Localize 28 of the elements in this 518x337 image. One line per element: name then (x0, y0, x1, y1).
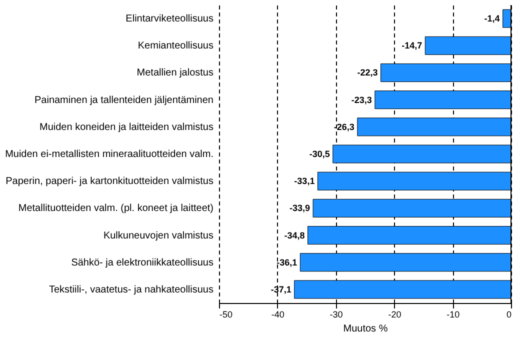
y-tick-label: Kemianteollisuus (138, 40, 214, 52)
y-tick-label: Muiden ei-metallisten mineraalituotteiden valm. (5, 149, 214, 160)
data-label: -14,7 (402, 40, 422, 51)
x-tick-label: 0 (506, 310, 512, 320)
data-label: -26,3 (334, 122, 354, 132)
data-label: -30,5 (309, 149, 330, 159)
x-tick-label: -30 (330, 310, 343, 320)
x-tick-label: -10 (446, 310, 460, 320)
x-tick-label: -20 (388, 310, 402, 320)
y-tick-label: Elintarviketeollisuus (126, 14, 214, 25)
data-label: -36,1 (276, 257, 298, 268)
data-label: -33,9 (290, 203, 310, 214)
y-tick-label: Sähkö- ja elektroniikkateollisuus (71, 257, 214, 268)
y-tick-label: Tekstiili-, vaatetus- ja nahkateollisuus (48, 284, 214, 296)
y-tick-label: Painaminen ja tallenteiden jäljentäminen (34, 94, 214, 106)
data-label: -22,3 (357, 68, 378, 78)
data-label: -23,3 (351, 94, 372, 105)
x-tick-label: -40 (271, 310, 284, 320)
data-label: -33,1 (294, 176, 315, 186)
y-tick-label: Metallituotteiden valm. (pl. koneet ja laitteet) (18, 203, 214, 214)
y-tick-label: Muiden koneiden ja laitteiden valmistus (40, 122, 214, 133)
data-label: -1,4 (484, 14, 500, 24)
x-tick-label: -50 (220, 310, 233, 320)
y-tick-label: Metallien jalostus (136, 68, 214, 79)
x-axis-title: Muutos % (343, 324, 388, 334)
data-label: -34,8 (284, 230, 305, 240)
y-tick-label: Paperin, paperi- ja kartonkituotteiden valmistus (6, 176, 214, 188)
y-tick-label: Kulkuneuvojen valmistus (103, 230, 214, 242)
